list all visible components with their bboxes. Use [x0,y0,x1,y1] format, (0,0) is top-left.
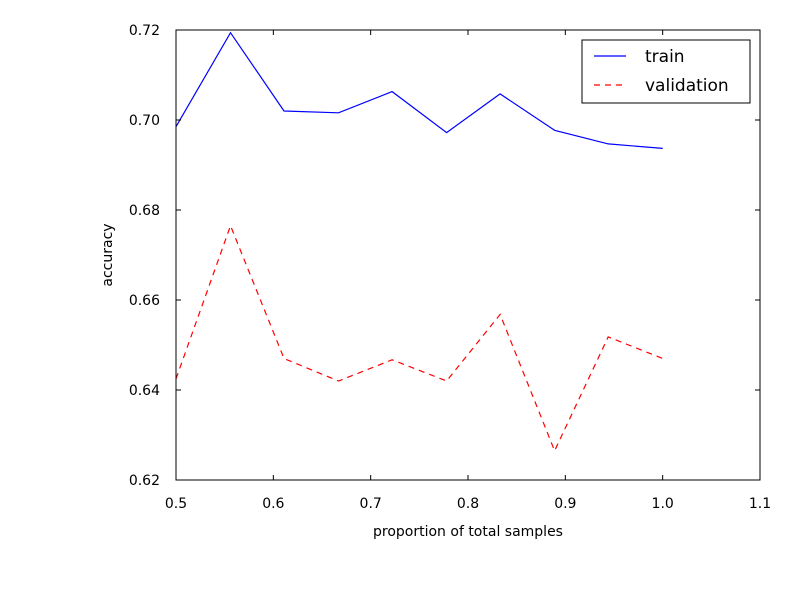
legend-label-validation: validation [645,76,729,96]
x-tick-label: 1.0 [652,496,674,512]
ticks-layer: 0.5 0.6 0.7 0.8 0.9 1.0 1.1 0.62 0.64 0.66 0.68 0.7… [129,23,771,512]
x-tick-label: 0.5 [165,496,187,512]
x-axis-title: proportion of total samples [373,524,563,540]
legend: train validation [581,39,751,104]
series-layer [175,31,663,453]
x-tick-label: 0.8 [457,496,479,512]
y-axis-title: accuracy [100,223,116,286]
x-tick-label: 0.6 [262,496,284,512]
legend-box [581,39,751,104]
y-tick-label: 0.68 [129,203,160,219]
x-tick-label: 1.1 [749,496,771,512]
x-tick-label: 0.7 [360,496,382,512]
y-tick-label: 0.72 [129,23,160,39]
x-tick-label: 0.9 [554,496,576,512]
series-line-validation [175,224,663,453]
y-tick-label: 0.64 [129,383,160,399]
y-tick-label: 0.70 [129,113,160,129]
legend-label-train: train [645,47,685,67]
y-tick-label: 0.66 [129,293,160,309]
series-line-train [175,31,663,149]
y-tick-label: 0.62 [129,473,160,489]
